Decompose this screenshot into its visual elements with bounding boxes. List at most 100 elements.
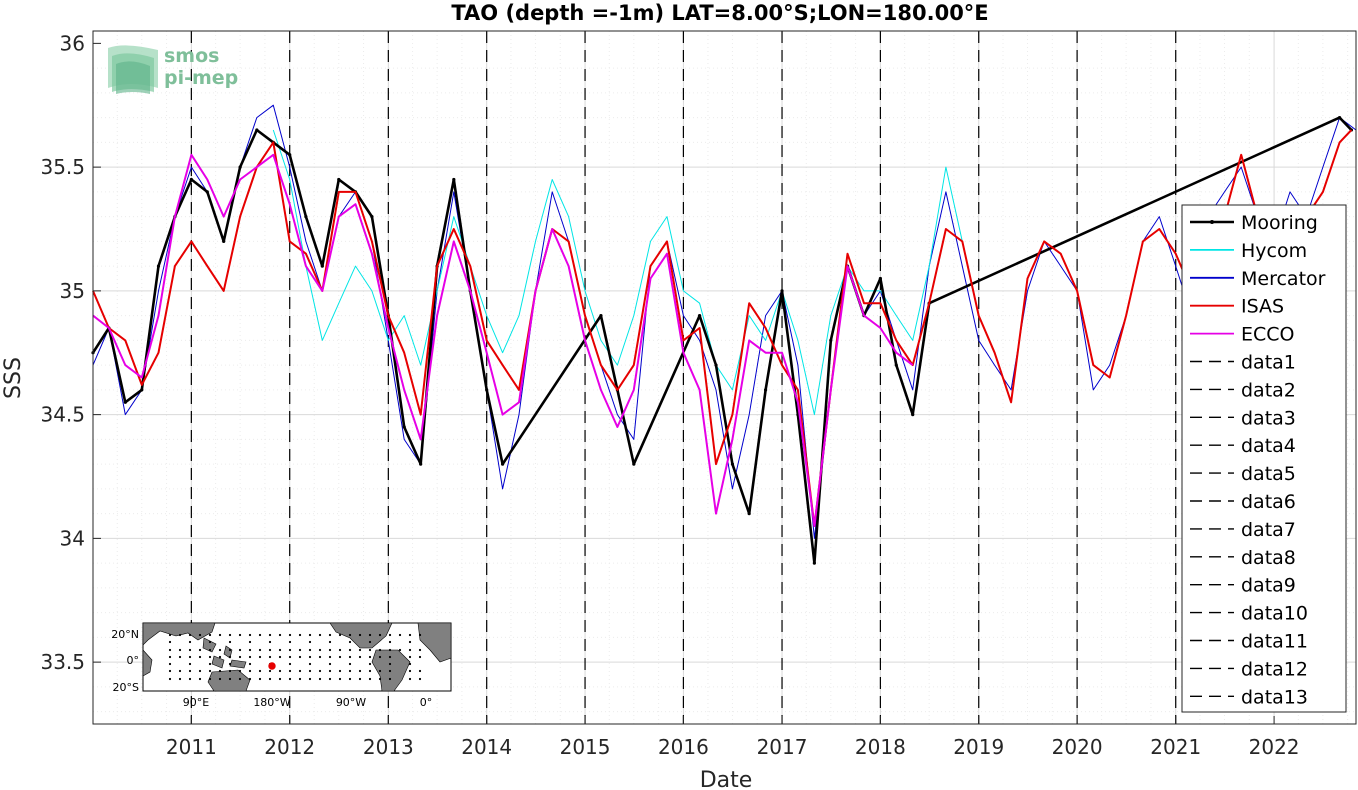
mooring-dot	[168, 655, 172, 659]
legend-swatch-marker	[1210, 220, 1214, 224]
legend-item: data3	[1190, 407, 1296, 429]
legend-label: Mercator	[1241, 268, 1326, 290]
mooring-dot	[278, 677, 282, 681]
series-point-mooring	[780, 289, 784, 293]
inset-lon-label-90e: 90°E	[183, 696, 209, 709]
plot-area: 2011 2012 2013 2014 2015 2016 2017 2018 2019 2020…	[40, 30, 1357, 759]
mooring-dot	[228, 640, 232, 644]
inset-map: 20°N 0° 20°S 90°E 180°W 90°W 0°	[111, 622, 452, 709]
legend-item: data4	[1190, 435, 1296, 457]
inset-lat-label-20n: 20°N	[111, 628, 139, 641]
mooring-dot	[228, 648, 232, 652]
series-point-mooring	[829, 338, 833, 342]
legend-item: data9	[1190, 575, 1296, 597]
mooring-dot	[408, 662, 412, 666]
mooring-dot	[228, 669, 232, 673]
mooring-dot	[248, 655, 252, 659]
smos-pimep-logo: smos pi-mep	[108, 45, 238, 94]
y-tick-label: 36	[60, 31, 85, 55]
series-point-mooring	[320, 264, 324, 268]
series-point-mooring	[500, 462, 505, 466]
inset-lon-label-180w: 180°W	[253, 696, 290, 709]
mooring-dot	[308, 669, 312, 673]
mooring-dot	[418, 633, 422, 637]
mooring-dot	[378, 633, 382, 637]
series-point-mooring	[1337, 116, 1342, 120]
mooring-dot	[238, 655, 242, 659]
mooring-dot	[398, 633, 402, 637]
legend-item: data12	[1190, 658, 1308, 680]
mooring-dot	[378, 677, 382, 681]
mooring-dot	[208, 633, 212, 637]
mooring-dot	[228, 662, 232, 666]
mooring-dot	[178, 677, 182, 681]
mooring-dot	[328, 669, 332, 673]
mooring-dot	[308, 640, 312, 644]
mooring-dot	[168, 640, 172, 644]
logo-text-pimep: pi-mep	[164, 67, 238, 89]
mooring-dot	[198, 677, 202, 681]
mooring-dot	[288, 677, 292, 681]
x-tick-label: 2013	[363, 735, 414, 759]
y-tick-label: 33.5	[40, 650, 85, 674]
mooring-dot	[368, 633, 372, 637]
mooring-dot	[328, 640, 332, 644]
mooring-dot	[208, 662, 212, 666]
mooring-dot	[388, 662, 392, 666]
mooring-dot	[378, 655, 382, 659]
mooring-dot	[408, 669, 412, 673]
mooring-dot	[168, 669, 172, 673]
mooring-dot	[308, 662, 312, 666]
mooring-dot	[388, 677, 392, 681]
mooring-dot	[258, 655, 262, 659]
mooring-dot	[238, 669, 242, 673]
mooring-dot	[348, 640, 352, 644]
series-point-mooring	[599, 314, 603, 318]
series-group	[91, 104, 1357, 565]
mooring-dot	[288, 655, 292, 659]
series-point-mooring	[288, 153, 292, 157]
mooring-dot	[338, 669, 342, 673]
mooring-dot	[268, 640, 272, 644]
legend-item: Hycom	[1190, 240, 1307, 262]
series-line-mooring	[91, 116, 1353, 565]
mooring-dot	[308, 633, 312, 637]
legend-item: data10	[1190, 603, 1308, 625]
legend-item: data7	[1190, 519, 1296, 541]
mooring-dot	[288, 662, 292, 666]
mooring-dot	[358, 655, 362, 659]
mooring-dot	[178, 648, 182, 652]
mooring-dot	[318, 655, 322, 659]
series-point-mooring	[140, 388, 144, 392]
legend-label: data6	[1241, 491, 1296, 513]
mooring-dot	[358, 633, 362, 637]
mooring-dot	[188, 633, 192, 637]
mooring-dot	[208, 648, 212, 652]
mooring-dot	[408, 648, 412, 652]
mooring-dot	[318, 669, 322, 673]
x-tick-label: 2014	[461, 735, 512, 759]
legend-label: data12	[1241, 658, 1308, 680]
y-tick-label: 35	[60, 279, 85, 303]
mooring-dot	[358, 677, 362, 681]
mooring-dot	[318, 648, 322, 652]
x-tick-label: 2017	[757, 735, 808, 759]
mooring-dot	[168, 648, 172, 652]
legend-label: Hycom	[1241, 240, 1307, 262]
mooring-dot	[248, 633, 252, 637]
legend-box	[1181, 204, 1347, 713]
mooring-dot	[308, 648, 312, 652]
mooring-dot	[228, 655, 232, 659]
mooring-dot	[198, 648, 202, 652]
mooring-dot	[268, 648, 272, 652]
mooring-dot	[268, 677, 272, 681]
x-tick-label: 2011	[166, 735, 217, 759]
mooring-dot	[268, 669, 272, 673]
x-tick-label: 2018	[855, 735, 906, 759]
inset-lat-label-0: 0°	[127, 654, 140, 667]
series-line-ecco	[92, 153, 914, 527]
mooring-dot	[348, 655, 352, 659]
mooring-dot	[348, 677, 352, 681]
chart-title: TAO (depth =-1m) LAT=8.00°S;LON=180.00°E	[451, 1, 988, 25]
